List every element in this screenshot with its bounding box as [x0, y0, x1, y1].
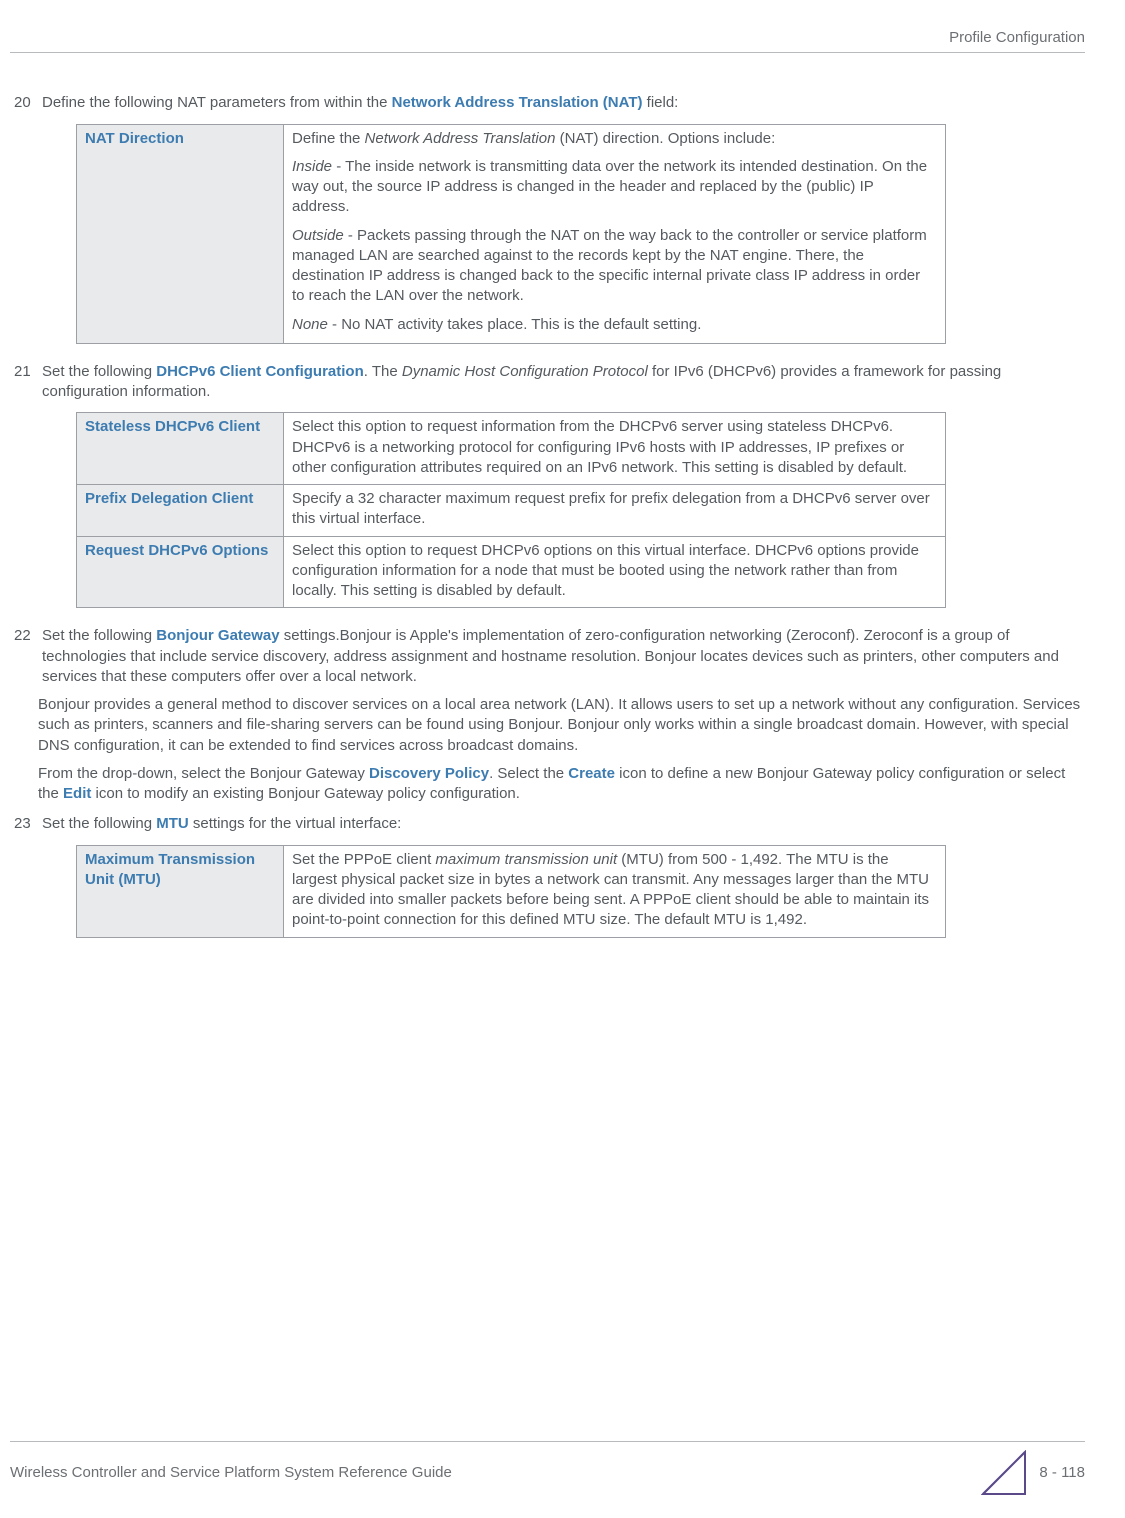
- body-paragraph: Bonjour provides a general method to dis…: [38, 695, 1085, 756]
- table-row: Maximum Transmission Unit (MTU) Set the …: [77, 845, 946, 937]
- table-row: Stateless DHCPv6 Client Select this opti…: [77, 413, 946, 485]
- step-number: 21: [10, 362, 42, 403]
- step-body: Bonjour provides a general method to dis…: [10, 695, 1085, 804]
- table-desc-cell: Define the Network Address Translation (…: [284, 124, 946, 343]
- table-label-cell: Maximum Transmission Unit (MTU): [77, 845, 284, 937]
- step-number: 20: [10, 93, 42, 113]
- desc-paragraph: Outside - Packets passing through the NA…: [292, 226, 935, 307]
- page-container: Profile Configuration 20 Define the foll…: [0, 0, 1125, 1518]
- table-desc-cell: Set the PPPoE client maximum transmissio…: [284, 845, 946, 937]
- italic-term: Dynamic Host Configuration Protocol: [402, 363, 648, 380]
- table-label-cell: Prefix Delegation Client: [77, 485, 284, 537]
- table-desc-cell: Select this option to request DHCPv6 opt…: [284, 536, 946, 608]
- page-corner-icon: [981, 1450, 1027, 1496]
- italic-term: None: [292, 316, 328, 333]
- step-lead-text: Define the following NAT parameters from…: [42, 93, 1085, 113]
- text-fragment: - The inside network is transmitting dat…: [292, 158, 927, 216]
- page-footer: Wireless Controller and Service Platform…: [10, 1441, 1085, 1496]
- text-fragment: . The: [364, 363, 402, 380]
- field-name: DHCPv6 Client Configuration: [156, 363, 364, 380]
- step-lead-text: Set the following DHCPv6 Client Configur…: [42, 362, 1085, 403]
- table-desc-cell: Specify a 32 character maximum request p…: [284, 485, 946, 537]
- header-rule: [10, 52, 1085, 53]
- text-fragment: Set the following: [42, 815, 156, 832]
- text-fragment: Define the: [292, 130, 365, 147]
- field-name: Create: [568, 765, 615, 782]
- table-label-cell: Request DHCPv6 Options: [77, 536, 284, 608]
- desc-paragraph: None - No NAT activity takes place. This…: [292, 315, 935, 335]
- table-row: Request DHCPv6 Options Select this optio…: [77, 536, 946, 608]
- footer-page-number: 8 - 118: [1039, 1463, 1085, 1483]
- field-name: Discovery Policy: [369, 765, 489, 782]
- text-fragment: Set the following: [42, 627, 156, 644]
- step-lead-text: Set the following Bonjour Gateway settin…: [42, 626, 1085, 687]
- step-23: 23 Set the following MTU settings for th…: [10, 814, 1085, 834]
- table-label-cell: NAT Direction: [77, 124, 284, 343]
- text-fragment: Set the following: [42, 363, 156, 380]
- footer-page-mark: 8 - 118: [981, 1450, 1085, 1496]
- footer-guide-title: Wireless Controller and Service Platform…: [10, 1463, 452, 1483]
- desc-paragraph: Define the Network Address Translation (…: [292, 129, 935, 149]
- desc-paragraph: Inside - The inside network is transmitt…: [292, 157, 935, 218]
- text-fragment: field:: [642, 94, 678, 111]
- mtu-table: Maximum Transmission Unit (MTU) Set the …: [76, 845, 946, 938]
- italic-term: maximum transmission unit: [435, 851, 617, 868]
- italic-term: Inside: [292, 158, 332, 175]
- step-21: 21 Set the following DHCPv6 Client Confi…: [10, 362, 1085, 403]
- table-desc-cell: Select this option to request informatio…: [284, 413, 946, 485]
- table-row: NAT Direction Define the Network Address…: [77, 124, 946, 343]
- header-topic: Profile Configuration: [10, 28, 1085, 48]
- step-number: 22: [10, 626, 42, 687]
- step-lead-text: Set the following MTU settings for the v…: [42, 814, 1085, 834]
- field-name: Bonjour Gateway: [156, 627, 279, 644]
- nat-direction-table: NAT Direction Define the Network Address…: [76, 124, 946, 344]
- field-name: Edit: [63, 785, 91, 802]
- italic-term: Outside: [292, 227, 344, 244]
- field-name: MTU: [156, 815, 189, 832]
- dhcpv6-table: Stateless DHCPv6 Client Select this opti…: [76, 412, 946, 608]
- text-fragment: Set the PPPoE client: [292, 851, 435, 868]
- step-number: 23: [10, 814, 42, 834]
- text-fragment: Define the following NAT parameters from…: [42, 94, 392, 111]
- step-20: 20 Define the following NAT parameters f…: [10, 93, 1085, 113]
- text-fragment: icon to modify an existing Bonjour Gatew…: [91, 785, 520, 802]
- text-fragment: - Packets passing through the NAT on the…: [292, 227, 927, 305]
- text-fragment: (NAT) direction. Options include:: [555, 130, 775, 147]
- footer-rule: [10, 1441, 1085, 1442]
- text-fragment: From the drop-down, select the Bonjour G…: [38, 765, 369, 782]
- table-row: Prefix Delegation Client Specify a 32 ch…: [77, 485, 946, 537]
- text-fragment: - No NAT activity takes place. This is t…: [328, 316, 702, 333]
- text-fragment: . Select the: [489, 765, 568, 782]
- step-22: 22 Set the following Bonjour Gateway set…: [10, 626, 1085, 804]
- text-fragment: settings for the virtual interface:: [189, 815, 402, 832]
- field-name: Network Address Translation (NAT): [392, 94, 643, 111]
- table-label-cell: Stateless DHCPv6 Client: [77, 413, 284, 485]
- body-paragraph: From the drop-down, select the Bonjour G…: [38, 764, 1085, 805]
- italic-term: Network Address Translation: [365, 130, 556, 147]
